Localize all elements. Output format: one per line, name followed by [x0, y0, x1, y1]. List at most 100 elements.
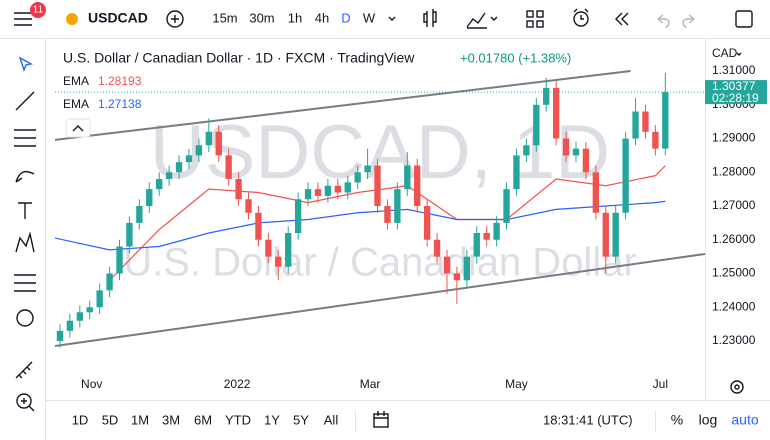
candle-body: [185, 155, 193, 163]
candle-body: [285, 233, 292, 267]
fib-tool[interactable]: [14, 129, 36, 147]
layout-button[interactable]: [526, 10, 544, 28]
range-button[interactable]: 1M: [131, 412, 149, 427]
y-tick-label: 1.23000: [712, 333, 756, 347]
range-button[interactable]: 5Y: [293, 412, 309, 427]
candle-body: [652, 131, 659, 149]
menu-button[interactable]: [14, 12, 32, 26]
replay-button[interactable]: [615, 12, 629, 26]
brush-tool[interactable]: [15, 170, 35, 183]
candle-body: [175, 162, 183, 173]
range-button[interactable]: 3M: [162, 412, 180, 427]
candle-body: [582, 148, 590, 173]
collapse-legend[interactable]: [65, 118, 91, 138]
fullscreen-button[interactable]: [735, 10, 753, 28]
candle-body: [493, 222, 500, 240]
symbol[interactable]: USDCAD: [88, 10, 148, 26]
undo-button[interactable]: [656, 14, 670, 28]
candle-body: [423, 206, 431, 240]
range-button[interactable]: 1D: [72, 412, 89, 427]
zoom-tool[interactable]: [16, 393, 35, 412]
axis-settings[interactable]: [730, 380, 744, 394]
y-tick-label: 1.24000: [712, 299, 756, 313]
candle-body: [255, 212, 262, 240]
currency[interactable]: CAD: [712, 46, 738, 60]
candle-body: [662, 92, 669, 149]
trend-line: [55, 70, 631, 141]
candle-body: [483, 233, 490, 240]
candle-body: [572, 148, 580, 156]
last-price-box: [705, 80, 767, 105]
goto-date[interactable]: [373, 411, 389, 428]
pattern-tool[interactable]: [15, 231, 35, 253]
text-tool[interactable]: [18, 202, 32, 219]
icon-tool[interactable]: [16, 309, 34, 327]
x-tick-label: 2022: [224, 377, 251, 391]
interval[interactable]: 4h: [315, 10, 329, 25]
indicators-button[interactable]: [466, 12, 498, 29]
interval[interactable]: W: [363, 10, 376, 25]
candle-body: [235, 179, 242, 200]
candle-body: [433, 239, 441, 257]
legend-label[interactable]: EMA: [63, 74, 89, 88]
y-tick-label: 1.25000: [712, 266, 756, 280]
currency-dropdown[interactable]: [736, 52, 742, 56]
legend-label[interactable]: EMA: [63, 97, 89, 111]
range-button[interactable]: 5D: [102, 412, 119, 427]
interval[interactable]: 1h: [288, 10, 302, 25]
candle-body: [156, 179, 163, 190]
candle-body: [66, 320, 74, 331]
candle-body: [602, 212, 609, 257]
chart-type-button[interactable]: [423, 9, 437, 27]
watermark-subtitle: U.S. Dollar / Canadian Dollar: [123, 241, 637, 285]
range-button[interactable]: 1Y: [264, 412, 280, 427]
candle-body: [96, 290, 103, 308]
cursor-tool[interactable]: [18, 56, 34, 73]
y-tick-label: 1.31000: [712, 63, 756, 77]
interval[interactable]: 30m: [249, 10, 274, 25]
alert-button[interactable]: [573, 8, 589, 27]
percent-toggle[interactable]: %: [671, 412, 683, 428]
range-button[interactable]: All: [324, 412, 339, 427]
log-toggle[interactable]: log: [699, 412, 718, 428]
candle-body: [146, 189, 153, 207]
price-change: +0.01780 (+1.38%): [460, 50, 571, 65]
trend-line: [55, 252, 705, 348]
redo-button[interactable]: [682, 14, 696, 28]
candle-body: [354, 172, 361, 183]
candle-body: [56, 330, 64, 341]
trend-line-tool[interactable]: [15, 91, 35, 111]
add-symbol[interactable]: [166, 10, 184, 28]
candle-body: [294, 199, 302, 234]
candle-body: [364, 165, 371, 173]
interval-dropdown[interactable]: [388, 16, 396, 21]
candle-body: [265, 239, 272, 257]
x-tick-label: Jul: [653, 377, 668, 391]
candle-body: [116, 246, 123, 274]
symbol-flag: [66, 13, 78, 25]
last-price-label: 1.30377: [712, 79, 756, 93]
left-toolbar: [14, 56, 36, 412]
candle-body: [324, 185, 332, 196]
range-button[interactable]: YTD: [225, 412, 251, 427]
candle-body: [304, 189, 312, 200]
interval[interactable]: 15m: [212, 10, 237, 25]
badge-count: 11: [33, 5, 44, 16]
chart-title: U.S. Dollar / Canadian Dollar · 1D · FXC…: [63, 50, 415, 66]
y-tick-label: 1.26000: [712, 232, 756, 246]
candle-body: [562, 138, 570, 156]
interval-active[interactable]: D: [341, 10, 350, 25]
prediction-tool[interactable]: [14, 274, 36, 292]
range-button[interactable]: 6M: [194, 412, 212, 427]
candle-body: [106, 273, 113, 291]
candle-body: [622, 138, 629, 213]
candle-body: [404, 165, 411, 190]
ruler-tool[interactable]: [15, 361, 33, 379]
auto-toggle[interactable]: auto: [731, 412, 758, 428]
top-toolbar: 11 USDCAD 15m 30m 1h 4h D W: [14, 2, 753, 29]
clock[interactable]: 18:31:41 (UTC): [543, 412, 633, 427]
candle-body: [552, 87, 560, 139]
notification-badge: [30, 2, 46, 18]
y-tick-label: 1.29000: [712, 131, 756, 145]
